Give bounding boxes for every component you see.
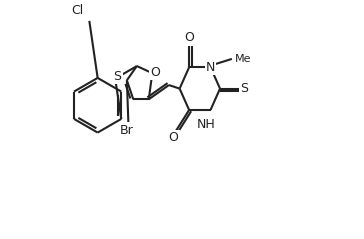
Text: O: O bbox=[184, 32, 194, 44]
Text: O: O bbox=[169, 131, 179, 144]
Text: N: N bbox=[206, 61, 215, 74]
Text: Me: Me bbox=[235, 54, 252, 64]
Text: O: O bbox=[151, 66, 161, 79]
Text: S: S bbox=[113, 70, 121, 83]
Text: Br: Br bbox=[119, 124, 133, 137]
Text: NH: NH bbox=[197, 118, 215, 131]
Text: Cl: Cl bbox=[71, 4, 84, 17]
Text: S: S bbox=[240, 82, 248, 95]
